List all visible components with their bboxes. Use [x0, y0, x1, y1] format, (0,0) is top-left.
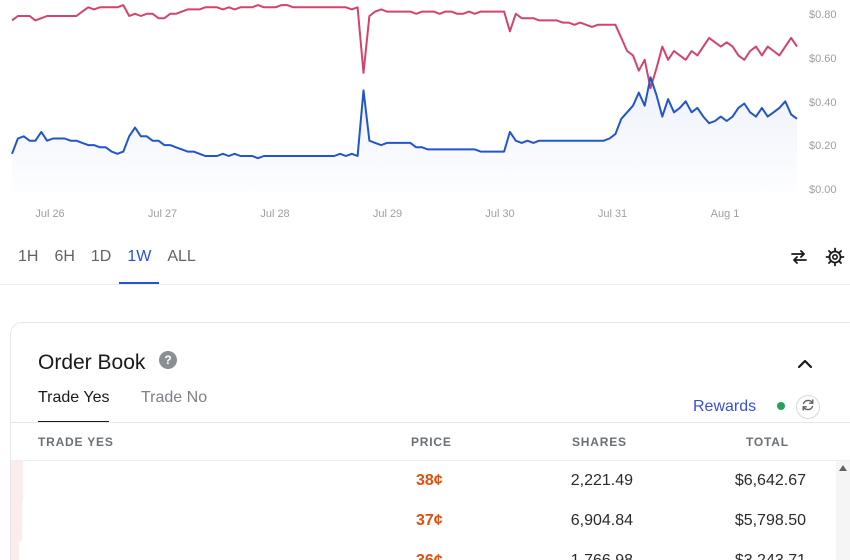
order-shares: 2,221.49: [570, 472, 633, 489]
depth-bar: [11, 541, 20, 560]
chevron-up-icon[interactable]: [797, 357, 813, 375]
x-tick-label: Jul 27: [147, 208, 178, 220]
x-tick-label: Aug 1: [710, 208, 740, 220]
gear-icon[interactable]: [824, 246, 846, 268]
x-tick-label: Jul 31: [597, 208, 628, 220]
order-price: 37¢: [416, 512, 443, 529]
depth-bar: [11, 461, 24, 501]
series-area: [12, 77, 797, 191]
series-line-red: [11, 4, 798, 90]
scroll-up-arrow-icon[interactable]: [839, 465, 847, 471]
swap-arrows-icon[interactable]: [788, 246, 810, 268]
refresh-icon: [801, 398, 815, 417]
order-shares: 6,904.84: [570, 512, 633, 529]
col-header-total: TOTAL: [746, 435, 789, 449]
order-book-title: Order Book: [38, 351, 146, 374]
divider: [11, 460, 850, 461]
y-tick-label: $0.80: [809, 9, 837, 21]
x-tick-label: Jul 30: [485, 208, 515, 220]
tab-trade-yes[interactable]: Trade Yes: [38, 389, 110, 423]
depth-bar: [11, 501, 22, 541]
y-tick-label: $0.00: [809, 184, 837, 196]
order-book-card: Order Book ? Trade Yes Trade No Rewards …: [10, 322, 850, 560]
scrollbar[interactable]: [836, 461, 850, 560]
refresh-button[interactable]: [796, 395, 820, 419]
chart-svg[interactable]: [0, 0, 850, 230]
range-tab-1h[interactable]: 1H: [18, 248, 39, 265]
x-tick-label: Jul 26: [35, 208, 65, 220]
order-total: $3,243.71: [656, 552, 806, 560]
range-tab-1w[interactable]: 1W: [119, 240, 160, 284]
price-chart[interactable]: $0.00 $0.20 $0.40 $0.60 $0.80 Jul 26 Jul 27 Ju…: [0, 0, 850, 230]
range-tab-1d[interactable]: 1D: [90, 248, 112, 265]
time-range-tabs: 1H 6H 1D 1W ALL: [10, 240, 204, 284]
time-range-bar: 1H 6H 1D 1W ALL: [0, 240, 850, 285]
x-tick-label: Jul 28: [260, 208, 290, 220]
range-tab-6h[interactable]: 6H: [54, 248, 75, 265]
col-header-trade-yes: TRADE YES: [38, 435, 114, 449]
order-price: 36¢: [416, 552, 443, 560]
y-tick-label: $0.60: [809, 52, 837, 65]
y-tick-label: $0.40: [809, 96, 837, 109]
help-icon[interactable]: ?: [159, 351, 177, 369]
col-header-price: PRICE: [411, 435, 452, 449]
divider: [11, 422, 850, 423]
x-tick-label: Jul 29: [372, 208, 403, 220]
col-header-shares: SHARES: [572, 435, 627, 449]
order-row[interactable]: 38¢ 2,221.49 $6,642.67: [11, 461, 831, 501]
series-line-blue: [11, 76, 798, 160]
order-shares: 1,766.98: [521, 552, 633, 560]
order-price: 38¢: [416, 472, 443, 489]
order-total: $5,798.50: [734, 512, 806, 529]
status-dot: [777, 402, 785, 410]
rewards-link[interactable]: Rewards: [693, 398, 757, 415]
order-row[interactable]: 37¢ 6,904.84 $5,798.50: [11, 501, 831, 541]
y-tick-label: $0.20: [809, 140, 837, 153]
range-tab-all[interactable]: ALL: [167, 248, 196, 265]
order-row[interactable]: 36¢ 1,766.98 $3,243.71: [11, 541, 831, 560]
order-total: $6,642.67: [734, 472, 806, 489]
tab-trade-no[interactable]: Trade No: [141, 389, 208, 406]
